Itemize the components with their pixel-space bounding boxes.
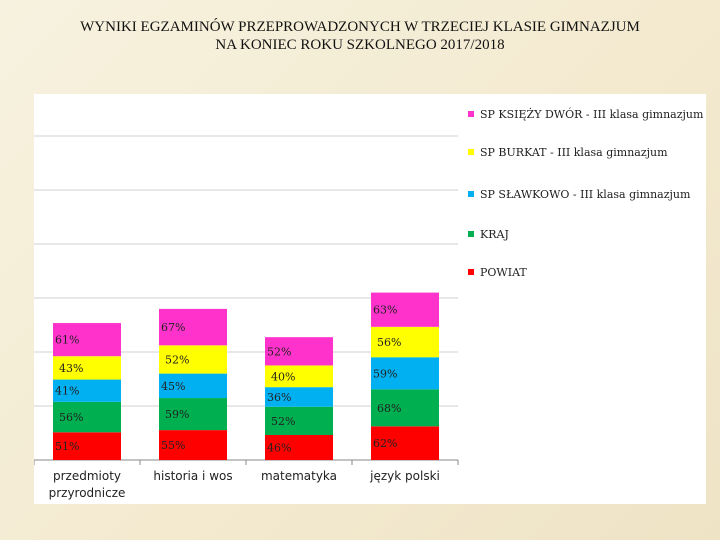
bar-segment	[53, 379, 121, 402]
x-tick-label: język polski	[369, 469, 440, 483]
bar-segment	[371, 357, 439, 390]
data-label: 56%	[377, 336, 401, 349]
data-label: 36%	[267, 391, 291, 404]
x-tick-label: historia i wos	[153, 469, 232, 483]
legend: SP KSIĘŻY DWÓR - III klasa gimnazjum SP B…	[468, 107, 704, 279]
bar-segment	[53, 432, 121, 460]
bar-segment	[371, 292, 439, 327]
data-label: 52%	[267, 345, 291, 358]
chart-area: przedmioty przyrodnicze historia i wos mate…	[34, 94, 706, 504]
data-label: 43%	[59, 362, 83, 375]
chart-title-line-1: WYNIKI EGZAMINÓW PRZEPROWADZONYCH W TRZE…	[80, 19, 640, 35]
bar-segment	[265, 337, 333, 366]
data-label: 63%	[373, 304, 397, 317]
legend-label: SP SŁAWKOWO - III klasa gimnazjum	[480, 188, 691, 201]
bar-segment	[159, 373, 227, 399]
data-label: 40%	[271, 370, 295, 383]
bar-stacks: 51%56%41%43%61%55%59%45%52%67%46%52%36%4…	[53, 292, 439, 460]
x-tick-label: przyrodnicze	[49, 486, 126, 500]
data-label: 61%	[55, 334, 79, 347]
bar-segment	[159, 398, 227, 431]
bar-segment	[53, 323, 121, 357]
bar-stack: 46% 52% 36% 40% 52%	[265, 337, 333, 460]
bar-segment	[159, 430, 227, 460]
legend-swatch	[468, 231, 474, 237]
data-label: 41%	[55, 385, 79, 398]
x-tick-label: przedmioty	[53, 469, 121, 483]
stacked-bar-chart: przedmioty przyrodnicze historia i wos mate…	[34, 107, 704, 500]
data-label: 45%	[161, 380, 185, 393]
bar-segment	[265, 387, 333, 407]
bar-stack: 55% 59% 45% 52% 67%	[159, 308, 227, 460]
data-label: 68%	[377, 402, 401, 415]
bar-segment	[53, 356, 121, 380]
bar-segment	[265, 434, 333, 460]
data-label: 46%	[267, 441, 291, 454]
chart-title-line-2: NA KONIEC ROKU SZKOLNEGO 2017/2018	[215, 37, 505, 53]
data-label: 52%	[271, 415, 295, 428]
bar-segment	[371, 389, 439, 427]
bar-segment	[371, 326, 439, 358]
bar-segment	[265, 365, 333, 388]
legend-label: KRAJ	[480, 228, 509, 241]
data-label: 59%	[165, 408, 189, 421]
bar-segment	[159, 308, 227, 346]
bar-segment	[371, 426, 439, 460]
legend-swatch	[468, 269, 474, 275]
bar-segment	[159, 345, 227, 374]
legend-swatch	[468, 191, 474, 197]
data-label: 52%	[165, 353, 189, 366]
legend-label: POWIAT	[480, 266, 527, 279]
data-label: 56%	[59, 411, 83, 424]
bar-stack: 51% 56% 41% 43% 61%	[53, 323, 121, 460]
data-label: 51%	[55, 440, 79, 453]
data-label: 55%	[161, 439, 185, 452]
legend-label: SP KSIĘŻY DWÓR - III klasa gimnazjum	[480, 107, 704, 121]
legend-swatch	[468, 111, 474, 117]
bar-segment	[265, 406, 333, 435]
data-label: 59%	[373, 367, 397, 380]
data-label: 67%	[161, 321, 185, 334]
chart-title: WYNIKI EGZAMINÓW PRZEPROWADZONYCH W TRZE…	[0, 18, 720, 54]
x-tick-label: matematyka	[261, 469, 337, 483]
legend-label: SP BURKAT - III klasa gimnazjum	[480, 146, 668, 159]
data-label: 62%	[373, 437, 397, 450]
bar-stack: 62% 68% 59% 56% 63%	[371, 292, 439, 460]
bar-segment	[53, 401, 121, 433]
legend-swatch	[468, 149, 474, 155]
